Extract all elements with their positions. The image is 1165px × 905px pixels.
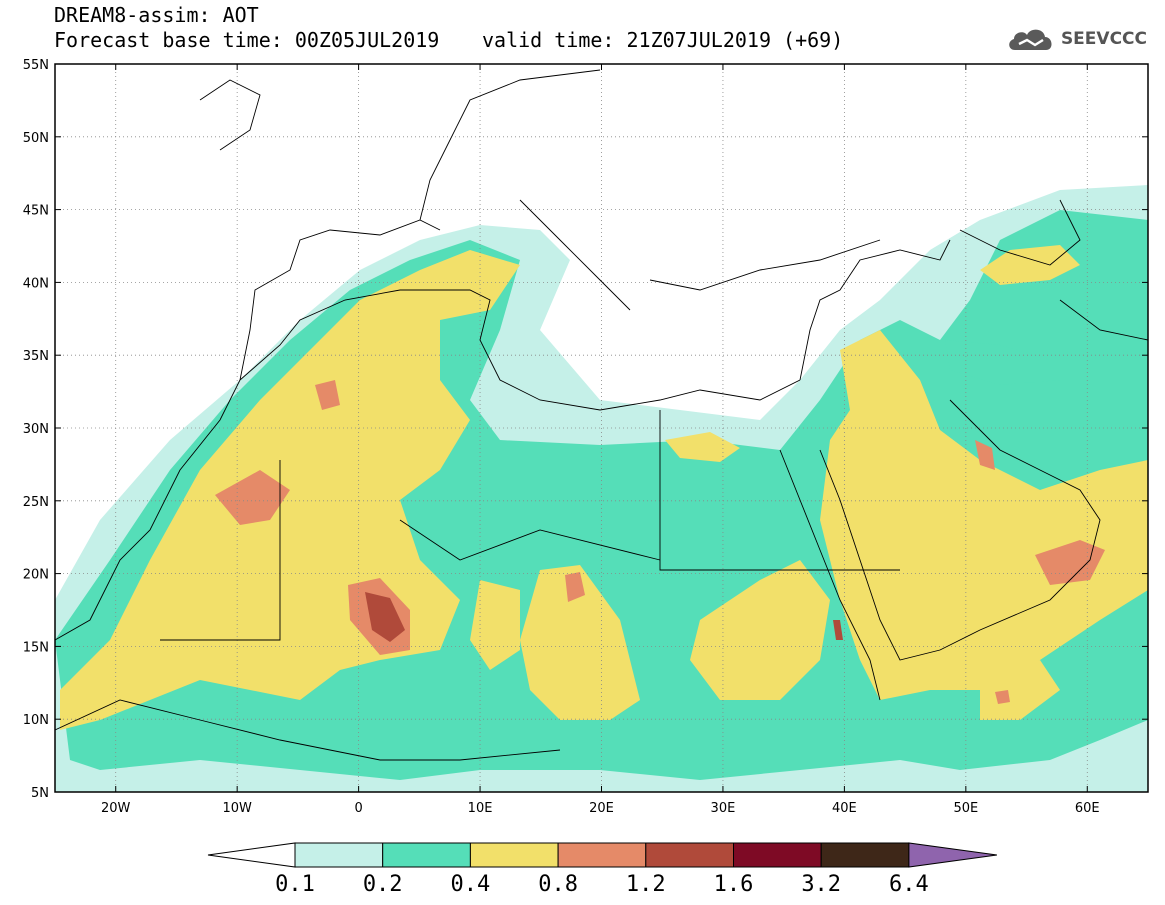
colorbar-swatch [645,842,734,868]
contour-0.4-egypt [665,432,740,462]
lat-tick-label: 5N [31,786,49,801]
colorbar-label: 1.6 [714,872,754,897]
colorbar [207,842,997,868]
colorbar-swatch [294,842,384,868]
lat-tick-label: 10N [23,713,49,728]
contour-0.4-central [520,565,640,720]
lon-tick-label: 0 [354,801,362,816]
lon-tick-label: 30E [711,801,736,816]
valid-time: valid time: 21Z07JUL2019 (+69) [482,28,844,52]
contour-0.8-gulf [975,440,995,470]
contour-0.4-arabia [820,330,1148,700]
contour-0.8-algeria [215,470,290,525]
lon-tick-label: 20W [101,801,131,816]
lon-tick-label: 60E [1075,801,1100,816]
latitude-ticks [55,63,1148,793]
cloud-icon [1009,29,1052,50]
seevccc-logo: SEEVCCC [1005,24,1147,54]
colorbar-label: 0.8 [538,872,578,897]
lat-tick-label: 20N [23,568,49,583]
contour-0.2-spot [945,340,1060,385]
contour-0.4-sudan [690,560,830,700]
longitude-labels: 20W 10W 0 10E 20E 30E 40E 50E 60E [101,801,1100,816]
colorbar-label: 0.4 [451,872,491,897]
lat-tick-label: 35N [23,349,49,364]
contour-0.4-arabian-sea [980,660,1060,720]
colorbar-label: 0.2 [363,872,403,897]
lon-tick-label: 50E [953,801,978,816]
lat-tick-label: 50N [23,131,49,146]
colorbar-low-arrow [207,842,296,868]
lon-tick-label: 10W [222,801,252,816]
colorbar-swatch [382,842,471,868]
contour-1.2-niger [365,592,405,642]
latitude-labels: 55N 50N 45N 40N 35N 30N 25N 20N 15N 10N 5N [23,58,49,801]
lat-tick-label: 55N [23,58,49,73]
graticule [55,64,1148,792]
forecast-base-time: Forecast base time: 00Z05JUL2019 [54,28,440,52]
contour-1.2-red-sea [833,620,843,640]
lat-tick-label: 30N [23,422,49,437]
colorbar-labels: 0.1 0.2 0.4 0.8 1.2 1.6 3.2 6.4 [275,872,929,897]
lat-tick-label: 40N [23,276,49,291]
colorbar-swatch [469,842,559,868]
colorbar-swatch [820,842,910,868]
contour-0.4-chad [470,580,520,670]
contour-0.8-morocco [315,380,340,410]
logo-text: SEEVCCC [1060,29,1147,49]
lon-tick-label: 10E [468,801,493,816]
lat-tick-label: 45N [23,204,49,219]
lon-tick-label: 20E [589,801,614,816]
lat-tick-label: 15N [23,640,49,655]
colorbar-swatch [557,842,647,868]
lon-tick-label: 40E [832,801,857,816]
contour-0.8-sea [995,690,1010,704]
colorbar-high-arrow [908,842,997,868]
coastlines [55,69,1148,761]
contour-0.4-caspian [980,245,1080,285]
colorbar-label: 0.1 [275,872,315,897]
colorbar-label: 3.2 [801,872,841,897]
colorbar-label: 1.2 [626,872,666,897]
longitude-ticks [115,64,1088,792]
colorbar-label: 6.4 [889,872,929,897]
colorbar-swatch [733,842,822,868]
contour-0.8-chad [565,572,585,602]
map-title: DREAM8-assim: AOT [54,3,259,27]
lat-tick-label: 25N [23,495,49,510]
